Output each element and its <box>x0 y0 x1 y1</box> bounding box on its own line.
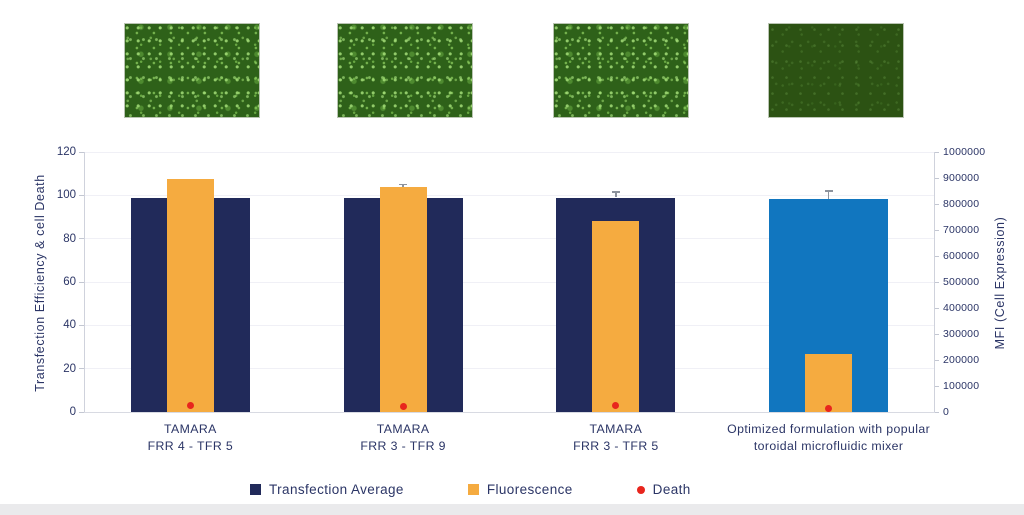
right-tick-label-900000: 900000 <box>943 172 980 184</box>
right-tickmark-300000 <box>935 333 939 335</box>
right-tickmark-100000 <box>935 385 939 387</box>
legend-item-transfection-average: Transfection Average <box>250 482 404 497</box>
x-label-line2: FRR 3 - TFR 5 <box>573 439 659 453</box>
gridline-120 <box>84 151 935 153</box>
left-tick-label-80: 80 <box>63 232 76 245</box>
right-tick-label-1000000: 1000000 <box>943 146 986 158</box>
fluorescence-micrograph-1 <box>124 23 260 118</box>
x-axis-label-1: TAMARA FRR 4 - TFR 5 <box>70 421 310 455</box>
bar-fluorescence-4 <box>805 353 853 412</box>
right-tick-label-500000: 500000 <box>943 276 980 288</box>
gridline-80 <box>84 238 935 240</box>
x-label-line2: FRR 4 - TFR 5 <box>147 439 234 453</box>
x-label-line1: TAMARA <box>164 422 217 436</box>
left-tickmark-120 <box>79 151 84 153</box>
error-bar-cap-transfection-4 <box>824 190 833 192</box>
x-axis-label-4: Optimized formulation with popular toroid… <box>709 421 949 455</box>
x-label-line1: Optimized formulation with popular <box>727 422 931 436</box>
legend-item-death: Death <box>636 482 691 497</box>
left-tickmark-60 <box>79 281 84 283</box>
x-label-line1: TAMARA <box>376 422 430 436</box>
x-label-line1: TAMARA <box>589 422 643 436</box>
x-label-line2: toroidal microfluidic mixer <box>753 439 904 453</box>
error-bar-transfection-3 <box>615 192 617 198</box>
right-tick-label-300000: 300000 <box>943 328 980 340</box>
right-tick-label-200000: 200000 <box>943 354 980 366</box>
right-tick-label-600000: 600000 <box>943 250 980 262</box>
left-tickmark-80 <box>79 238 84 240</box>
death-marker-4 <box>825 405 833 413</box>
bar-fluorescence-3 <box>592 221 640 412</box>
x-label-line2: FRR 3 - TFR 9 <box>360 439 446 453</box>
legend-swatch-2 <box>467 484 479 495</box>
legend-label-1: Transfection Average <box>269 482 404 497</box>
right-tickmark-600000 <box>935 255 939 257</box>
error-bar-transfection-4 <box>827 191 830 199</box>
fluorescence-micrograph-2 <box>337 23 473 118</box>
legend: Transfection Average Fluorescence Death <box>250 482 691 497</box>
x-axis-label-3: TAMARA FRR 3 - TFR 5 <box>496 421 736 455</box>
right-tick-label-400000: 400000 <box>943 302 980 314</box>
left-tick-label-60: 60 <box>63 276 76 288</box>
left-tickmark-0 <box>79 411 84 413</box>
left-tick-label-40: 40 <box>63 319 76 332</box>
legend-label-3: Death <box>652 482 691 497</box>
left-tick-label-20: 20 <box>63 362 76 375</box>
x-axis-label-2: TAMARA FRR 3 - TFR 9 <box>283 421 523 455</box>
right-tick-label-100000: 100000 <box>943 380 980 392</box>
error-bar-cap-fluorescence-2 <box>399 183 408 185</box>
gridline-0 <box>84 411 935 413</box>
right-axis-line <box>934 152 935 412</box>
death-marker-1 <box>186 402 194 409</box>
bar-fluorescence-2 <box>379 186 427 412</box>
right-tickmark-500000 <box>935 281 939 283</box>
bar-fluorescence-1 <box>166 179 214 412</box>
right-tick-label-700000: 700000 <box>943 224 980 236</box>
right-tickmark-700000 <box>935 229 939 231</box>
error-bar-fluorescence-2 <box>402 184 404 187</box>
fluorescence-micrograph-3 <box>553 23 689 118</box>
death-marker-3 <box>612 402 620 409</box>
left-tickmark-100 <box>79 194 84 196</box>
gridline-60 <box>84 281 935 283</box>
right-tick-label-0: 0 <box>943 406 950 418</box>
right-tickmark-1000000 <box>935 151 939 153</box>
left-tick-label-100: 100 <box>56 189 76 202</box>
left-tickmark-40 <box>79 324 84 326</box>
left-tickmark-20 <box>79 368 84 370</box>
fluorescence-micrograph-4 <box>768 23 904 118</box>
right-tickmark-400000 <box>935 307 939 309</box>
right-tick-label-800000: 800000 <box>943 198 980 210</box>
gridline-40 <box>84 324 935 326</box>
right-tickmark-200000 <box>935 359 939 361</box>
gridline-20 <box>84 368 935 370</box>
right-tickmark-800000 <box>935 203 939 205</box>
death-marker-2 <box>399 403 407 411</box>
right-tickmark-0 <box>935 411 939 413</box>
legend-swatch-3 <box>636 485 645 494</box>
legend-item-fluorescence: Fluorescence <box>467 482 573 497</box>
error-bar-cap-transfection-3 <box>611 191 620 193</box>
footer-strip <box>0 504 1024 515</box>
left-tick-label-0: 0 <box>69 406 76 418</box>
gridline-100 <box>84 194 935 196</box>
plot-area <box>84 151 935 413</box>
right-tickmark-900000 <box>935 177 939 179</box>
legend-label-2: Fluorescence <box>486 482 573 497</box>
left-tick-label-120: 120 <box>56 146 76 158</box>
left-axis-line <box>84 152 85 412</box>
legend-swatch-1 <box>250 484 261 495</box>
